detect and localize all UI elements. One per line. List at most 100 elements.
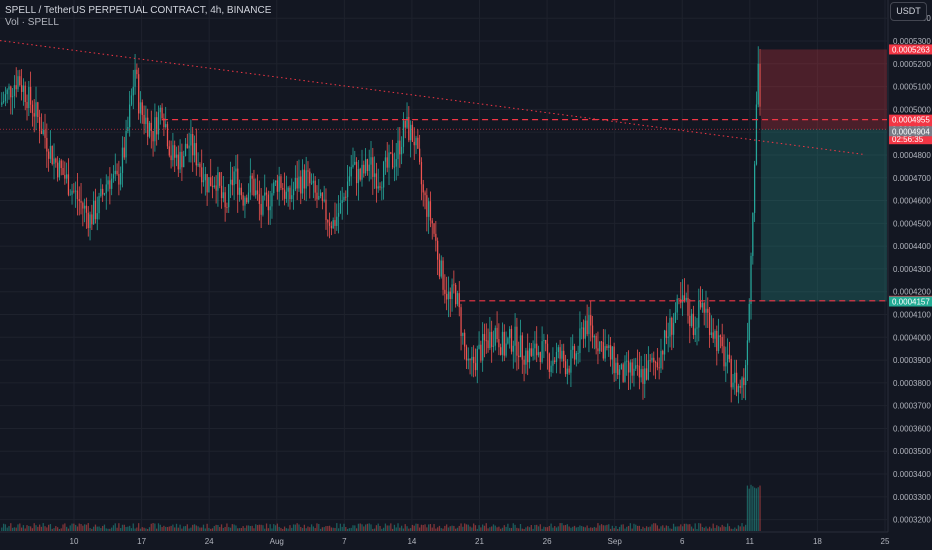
volume-bar (577, 527, 579, 531)
candle-body (321, 192, 324, 201)
candle-body (201, 167, 203, 183)
volume-bar (552, 527, 554, 531)
candle-body (710, 332, 713, 335)
candle-body (498, 339, 500, 348)
candle-body (570, 349, 572, 373)
volume-bar (381, 528, 383, 531)
candle-body (4, 94, 7, 101)
volume-bar (71, 523, 73, 531)
candle-body (698, 300, 700, 328)
volume-bar (438, 525, 441, 531)
candle-body (100, 188, 102, 197)
candle-body (341, 200, 343, 203)
volume-indicator-label[interactable]: Vol · SPELL (5, 17, 59, 28)
candle-body (480, 344, 482, 361)
candle-body (300, 176, 302, 194)
volume-bar (413, 525, 415, 531)
volume-bar (759, 485, 761, 531)
candle-body (687, 297, 689, 316)
candle-body (29, 86, 32, 105)
volume-bar (260, 524, 262, 531)
candle-body (147, 117, 149, 137)
candle-body (130, 95, 133, 105)
candle-body (518, 355, 520, 358)
candle-body (573, 346, 576, 360)
candle-body (58, 160, 61, 178)
candle-body (474, 363, 477, 371)
candle-body (559, 347, 561, 359)
volume-bar (541, 528, 543, 531)
candle-body (186, 143, 188, 149)
candle-body (141, 102, 143, 115)
volume-bar (532, 528, 534, 531)
volume-bar (609, 528, 612, 531)
candle-body (435, 233, 437, 241)
volume-bar (654, 523, 657, 531)
volume-bar (404, 524, 406, 531)
volume-bar (633, 523, 635, 531)
candle-body (231, 179, 233, 186)
candle-body (298, 176, 300, 189)
time-axis-background (0, 532, 932, 550)
candle-body (726, 354, 729, 363)
volume-bar (372, 528, 374, 531)
volume-bar (608, 524, 610, 531)
volume-bar (84, 524, 86, 531)
candle-body (233, 171, 235, 186)
volume-bar (359, 523, 361, 531)
candle-body (395, 159, 397, 167)
candle-body (642, 369, 644, 384)
volume-bar (231, 524, 233, 531)
candle-body (129, 104, 131, 127)
price-tick-label: 0.0003200 (893, 516, 931, 525)
volume-bar (147, 528, 149, 531)
candle-body (355, 161, 358, 184)
candle-body (725, 362, 727, 367)
currency-button[interactable]: USDT (890, 2, 927, 21)
volume-bar (38, 524, 41, 531)
volume-bar (327, 526, 329, 531)
candle-body (267, 194, 269, 211)
volume-bar (300, 526, 302, 531)
price-badge (889, 114, 932, 125)
candle-body (482, 334, 484, 361)
volume-bar (420, 524, 423, 531)
candle-body (489, 331, 491, 349)
candle-body (613, 346, 615, 373)
candle-body (280, 176, 282, 188)
volume-bar (28, 526, 30, 531)
volume-bar (680, 524, 682, 531)
volume-bar (11, 527, 14, 531)
volume-bar (195, 525, 197, 531)
volume-bar (725, 526, 727, 531)
candle-body (301, 169, 304, 194)
volume-bar (710, 528, 713, 531)
candle-body (87, 212, 89, 229)
candle-body (737, 385, 740, 393)
candle-body (712, 332, 714, 339)
volume-bar (645, 526, 648, 531)
candle-body (199, 163, 201, 168)
candle-body (103, 193, 106, 195)
candle-body (20, 85, 23, 92)
volume-bar (379, 525, 381, 531)
volume-bar (685, 523, 687, 531)
candle-body (505, 343, 507, 356)
candle-body (102, 188, 104, 195)
candle-body (527, 350, 529, 363)
volume-bar (492, 524, 495, 531)
candle-body (33, 113, 35, 117)
volume-bar (2, 523, 5, 531)
volume-bar (202, 524, 205, 531)
volume-bar (382, 527, 385, 531)
candle-body (644, 368, 646, 384)
candle-body (487, 340, 489, 349)
candle-body (76, 190, 79, 200)
volume-bar (375, 525, 378, 531)
volume-bar (424, 524, 426, 531)
candle-body (635, 365, 637, 369)
candle-body (496, 327, 498, 340)
volume-bar (417, 523, 419, 531)
candle-body (746, 340, 749, 366)
